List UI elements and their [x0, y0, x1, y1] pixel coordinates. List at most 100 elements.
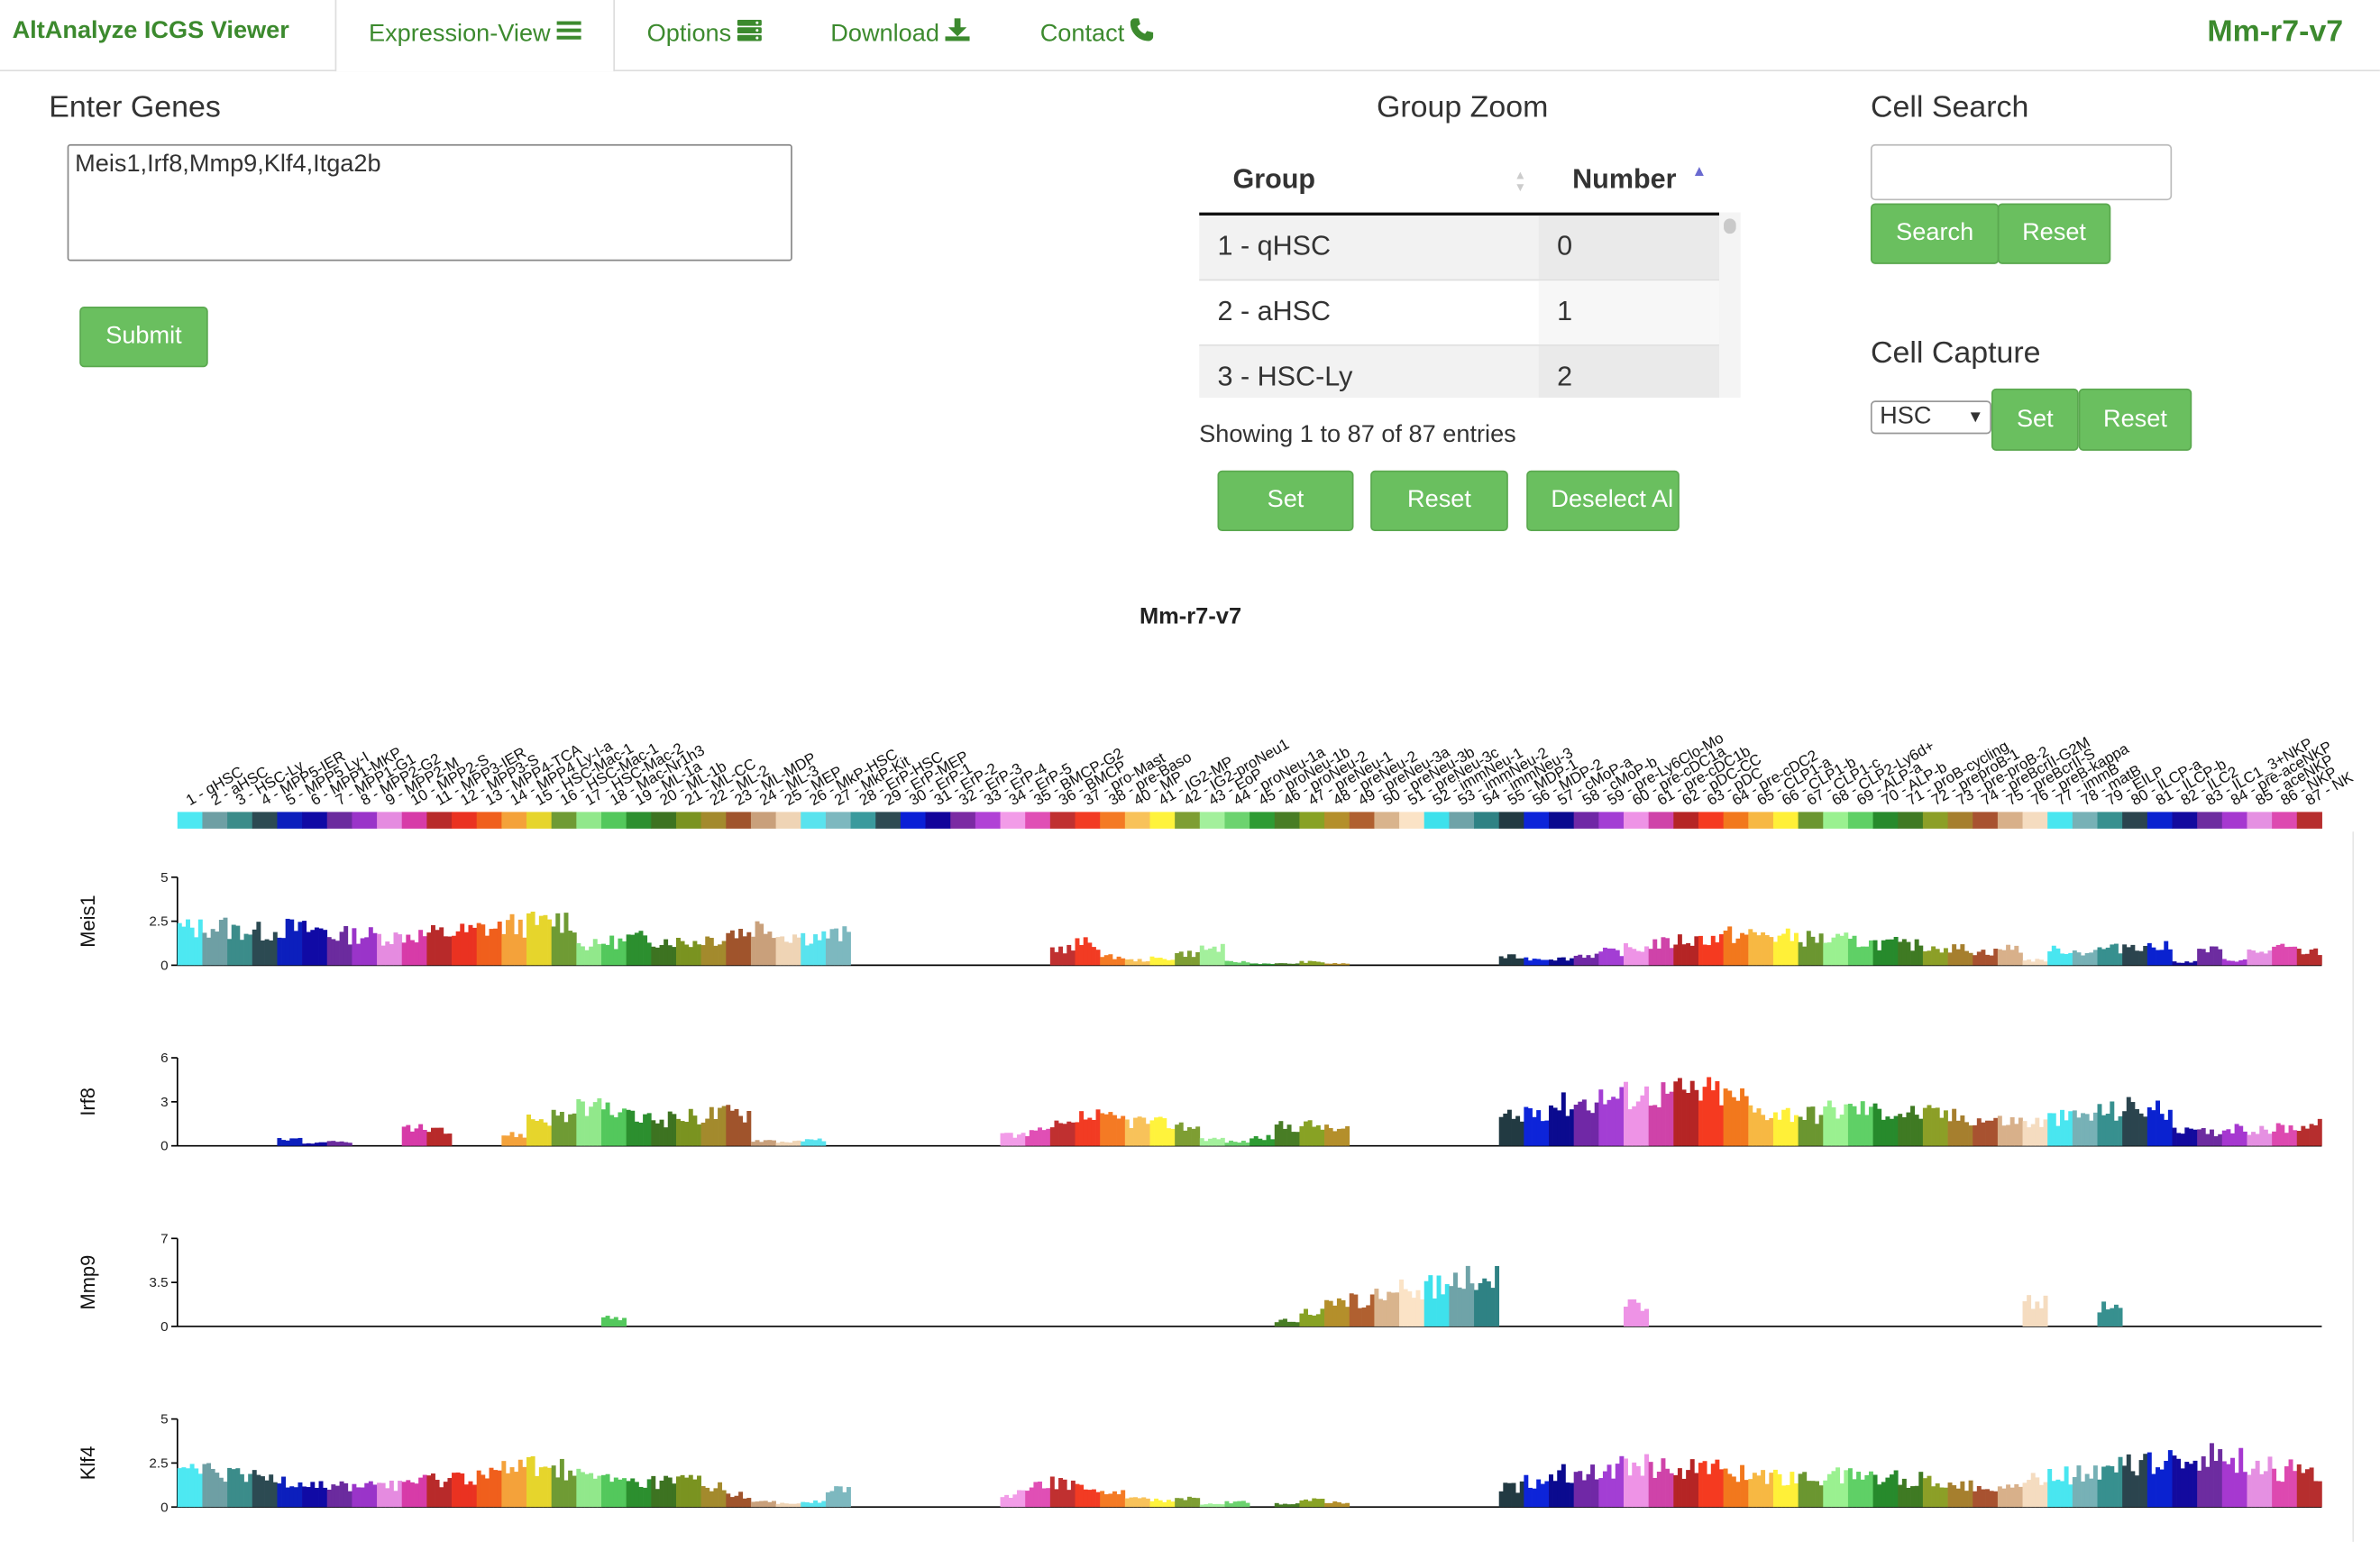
group-color-swatch	[775, 812, 801, 829]
expression-bar	[1536, 1110, 1542, 1146]
expression-bar	[481, 1474, 486, 1508]
expression-bar	[2156, 1467, 2160, 1508]
expression-bar	[1178, 1498, 1184, 1508]
expression-bar	[393, 932, 398, 966]
app-brand[interactable]: AltAnalyze ICGS Viewer	[12, 18, 289, 44]
expression-bar	[672, 947, 677, 966]
expression-bar	[1898, 941, 1903, 966]
expression-bar	[377, 933, 382, 966]
group-color-swatch	[1598, 812, 1625, 829]
expression-bar	[2105, 947, 2110, 966]
tab-contact[interactable]: Contact	[1040, 0, 1154, 69]
expression-bar	[385, 1488, 390, 1508]
expression-bar	[680, 1121, 685, 1146]
expression-bar	[705, 936, 710, 966]
table-scroll-thumb[interactable]	[1724, 218, 1736, 234]
table-row[interactable]: 2 - aHSC 1	[1199, 280, 1719, 346]
expression-bar	[775, 1503, 781, 1508]
expression-bar	[1802, 946, 1808, 966]
expression-bar	[2288, 1459, 2293, 1508]
expression-bar	[1295, 963, 1300, 966]
capture-reset-button[interactable]: Reset	[2078, 388, 2192, 451]
capture-set-button[interactable]: Set	[1991, 388, 2079, 451]
expression-bar	[1839, 935, 1844, 966]
genes-textarea[interactable]	[67, 143, 792, 262]
expression-bar	[1420, 1299, 1425, 1326]
expression-bar	[1295, 1322, 1300, 1326]
expression-bar	[1893, 1115, 1899, 1146]
group-reset-button[interactable]: Reset	[1370, 470, 1508, 532]
expression-bar	[1561, 1464, 1566, 1508]
expression-bar	[1199, 1138, 1204, 1146]
expression-bar	[1498, 1491, 1504, 1508]
expression-bar	[2122, 944, 2128, 966]
cell-search-reset-button[interactable]: Reset	[1997, 203, 2111, 264]
expression-bar	[181, 1467, 187, 1508]
expression-bar	[447, 1134, 453, 1146]
expression-bar	[435, 1480, 440, 1508]
expression-bar	[1981, 950, 1986, 966]
expression-bar	[431, 1473, 435, 1508]
table-row[interactable]: 3 - HSC-Ly 2	[1199, 345, 1719, 398]
expression-bar	[1046, 1488, 1051, 1508]
table-row[interactable]: 1 - qHSC 0	[1199, 215, 1719, 281]
expression-bar	[1764, 935, 1770, 966]
expression-bar	[2259, 951, 2265, 966]
group-color-swatch	[1872, 812, 1899, 829]
tab-expression-view[interactable]: Expression-View	[334, 0, 616, 72]
expression-bar	[2197, 1470, 2202, 1508]
expression-bar	[609, 1482, 615, 1508]
expression-bar	[1910, 1106, 1916, 1146]
cell-search-input[interactable]	[1870, 143, 2173, 201]
expression-bar	[688, 1474, 693, 1508]
deselect-all-button[interactable]: Deselect Al	[1526, 470, 1680, 532]
expression-bar	[2134, 1108, 2139, 1146]
expression-bar	[2317, 1118, 2322, 1146]
expression-bar	[829, 929, 835, 966]
sort-asc-icon[interactable]: ▲	[1691, 163, 1707, 181]
expression-bar	[734, 1495, 739, 1508]
cell-capture-select[interactable]: HSC ▼	[1870, 400, 1991, 435]
group-color-swatch	[675, 812, 702, 829]
expression-bar	[1178, 951, 1184, 966]
group-set-button[interactable]: Set	[1217, 470, 1354, 532]
expression-bar	[2072, 1476, 2077, 1508]
expression-bar	[1461, 1289, 1467, 1326]
tab-download[interactable]: Download	[830, 0, 970, 69]
expression-bar	[1495, 1265, 1500, 1326]
expression-bar	[1598, 1478, 1604, 1508]
submit-button[interactable]: Submit	[79, 306, 208, 368]
expression-bar	[780, 1141, 785, 1146]
expression-bar	[1769, 1473, 1774, 1508]
group-color-swatch	[2047, 812, 2073, 829]
expression-bar	[1029, 1130, 1034, 1146]
expression-bar	[788, 1503, 793, 1508]
expression-bar	[501, 1461, 507, 1508]
cell-search-button[interactable]: Search	[1870, 203, 2000, 264]
group-color-swatch	[1673, 812, 1699, 829]
group-color-swatch	[177, 812, 203, 829]
expression-bar	[738, 929, 744, 966]
sort-both-icon[interactable]: ▲ ▼	[1514, 168, 1527, 195]
expression-bar	[443, 1134, 448, 1146]
expression-bar	[1669, 948, 1674, 966]
expression-bar	[463, 932, 469, 966]
y-tick-label: 7	[160, 1231, 168, 1246]
expression-bar	[2280, 1124, 2285, 1146]
column-header-number[interactable]: Number	[1572, 163, 1677, 195]
expression-bar	[2130, 1471, 2136, 1508]
tab-expression-view-label: Expression-View	[368, 21, 551, 48]
expression-bar	[2151, 1473, 2156, 1508]
expression-bar	[277, 1138, 282, 1146]
column-header-group[interactable]: Group	[1232, 163, 1316, 195]
expression-bar	[1457, 1287, 1462, 1326]
expression-bar	[352, 1483, 357, 1508]
expression-bar	[1935, 1483, 1940, 1508]
group-color-swatch	[501, 812, 527, 829]
expression-bar	[2164, 1119, 2169, 1146]
right-divider	[2352, 831, 2355, 1542]
expression-bar	[2081, 955, 2086, 966]
expression-bar	[2089, 1478, 2094, 1508]
tab-options[interactable]: Options	[647, 0, 763, 69]
table-scrollbar[interactable]	[1718, 212, 1741, 398]
